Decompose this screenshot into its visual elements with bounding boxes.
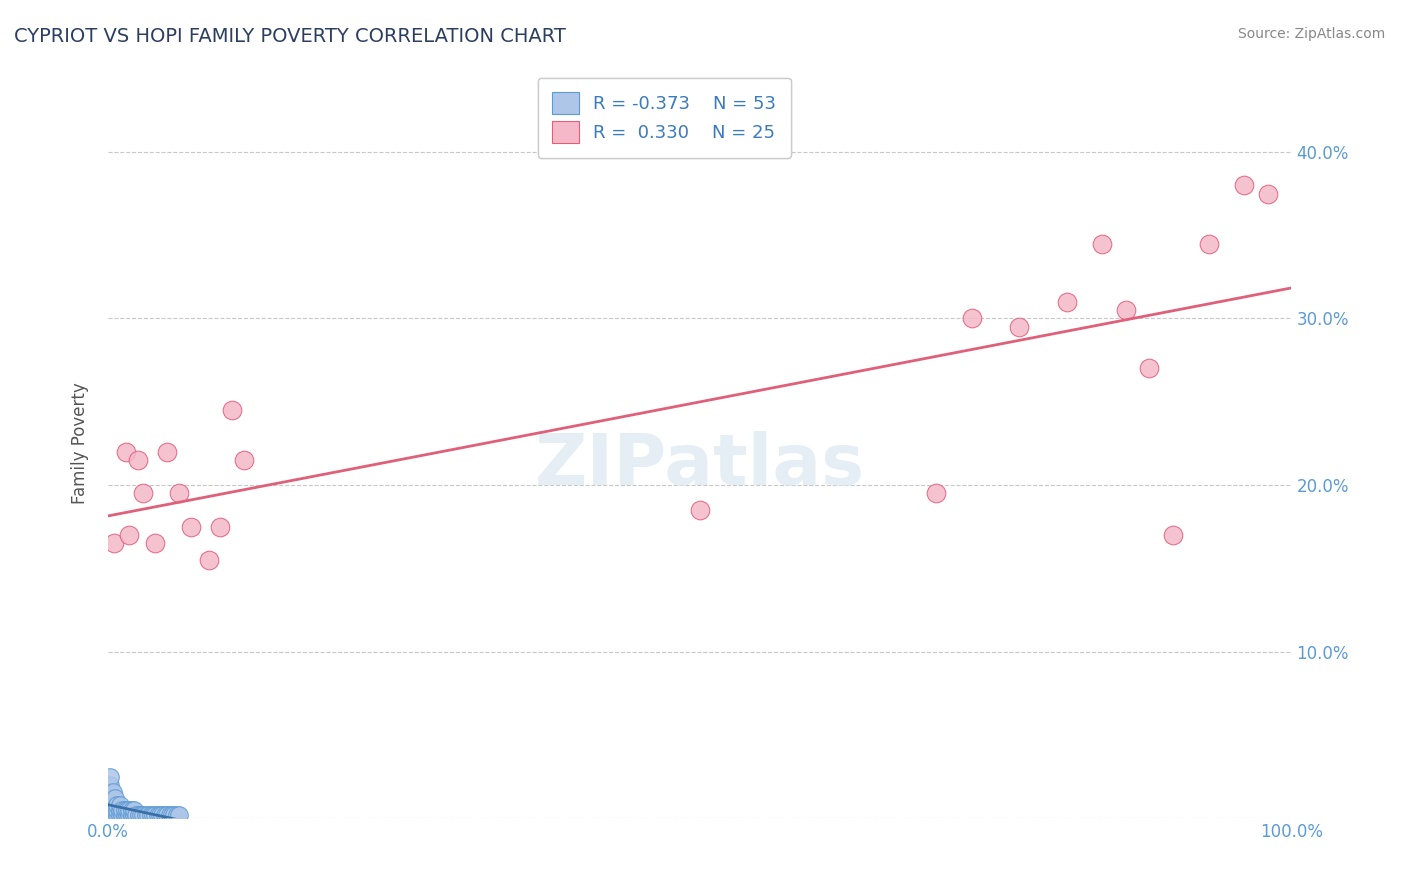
Point — [135, 808, 157, 822]
Point — [107, 798, 129, 813]
Point — [146, 808, 169, 822]
Text: CYPRIOT VS HOPI FAMILY POVERTY CORRELATION CHART: CYPRIOT VS HOPI FAMILY POVERTY CORRELATI… — [14, 27, 567, 45]
Point — [104, 803, 127, 817]
Point — [156, 445, 179, 459]
Point — [160, 808, 183, 822]
Point — [108, 808, 131, 822]
Point — [127, 453, 149, 467]
Point — [1257, 186, 1279, 201]
Point — [156, 808, 179, 822]
Point — [197, 553, 219, 567]
Y-axis label: Family Poverty: Family Poverty — [72, 383, 89, 504]
Point — [233, 453, 256, 467]
Point — [1139, 361, 1161, 376]
Point — [122, 803, 145, 817]
Point — [167, 808, 190, 822]
Text: ZIPatlas: ZIPatlas — [534, 432, 865, 500]
Point — [121, 803, 143, 817]
Point — [132, 486, 155, 500]
Point — [960, 311, 983, 326]
Point — [101, 808, 124, 822]
Point — [689, 503, 711, 517]
Point — [180, 520, 202, 534]
Point — [114, 808, 136, 822]
Point — [111, 803, 134, 817]
Point — [1115, 303, 1137, 318]
Point — [98, 785, 121, 799]
Point — [104, 808, 127, 822]
Point — [143, 808, 166, 822]
Point — [101, 798, 124, 813]
Point — [118, 808, 141, 822]
Point — [121, 808, 143, 822]
Point — [139, 808, 162, 822]
Point — [153, 808, 176, 822]
Point — [129, 808, 152, 822]
Point — [142, 808, 165, 822]
Point — [149, 808, 172, 822]
Point — [1008, 319, 1031, 334]
Point — [101, 785, 124, 799]
Point — [98, 770, 121, 784]
Point — [136, 808, 159, 822]
Point — [98, 803, 121, 817]
Point — [104, 798, 127, 813]
Point — [152, 808, 174, 822]
Point — [159, 808, 181, 822]
Legend: R = -0.373    N = 53, R =  0.330    N = 25: R = -0.373 N = 53, R = 0.330 N = 25 — [537, 78, 792, 158]
Point — [98, 778, 121, 792]
Point — [128, 808, 150, 822]
Point — [108, 798, 131, 813]
Point — [98, 791, 121, 805]
Point — [103, 536, 125, 550]
Point — [1161, 528, 1184, 542]
Point — [98, 808, 121, 822]
Point — [118, 803, 141, 817]
Point — [209, 520, 232, 534]
Point — [166, 808, 188, 822]
Point — [114, 445, 136, 459]
Point — [107, 803, 129, 817]
Point — [104, 791, 127, 805]
Point — [111, 808, 134, 822]
Point — [1091, 236, 1114, 251]
Text: Source: ZipAtlas.com: Source: ZipAtlas.com — [1237, 27, 1385, 41]
Point — [107, 808, 129, 822]
Point — [114, 803, 136, 817]
Point — [167, 486, 190, 500]
Point — [122, 808, 145, 822]
Point — [1056, 294, 1078, 309]
Point — [1233, 178, 1256, 193]
Point — [1198, 236, 1220, 251]
Point — [221, 403, 243, 417]
Point — [101, 791, 124, 805]
Point — [118, 528, 141, 542]
Point — [101, 803, 124, 817]
Point — [115, 803, 138, 817]
Point — [163, 808, 186, 822]
Point — [115, 808, 138, 822]
Point — [125, 808, 148, 822]
Point — [925, 486, 948, 500]
Point — [108, 803, 131, 817]
Point — [132, 808, 155, 822]
Point — [143, 536, 166, 550]
Point — [98, 798, 121, 813]
